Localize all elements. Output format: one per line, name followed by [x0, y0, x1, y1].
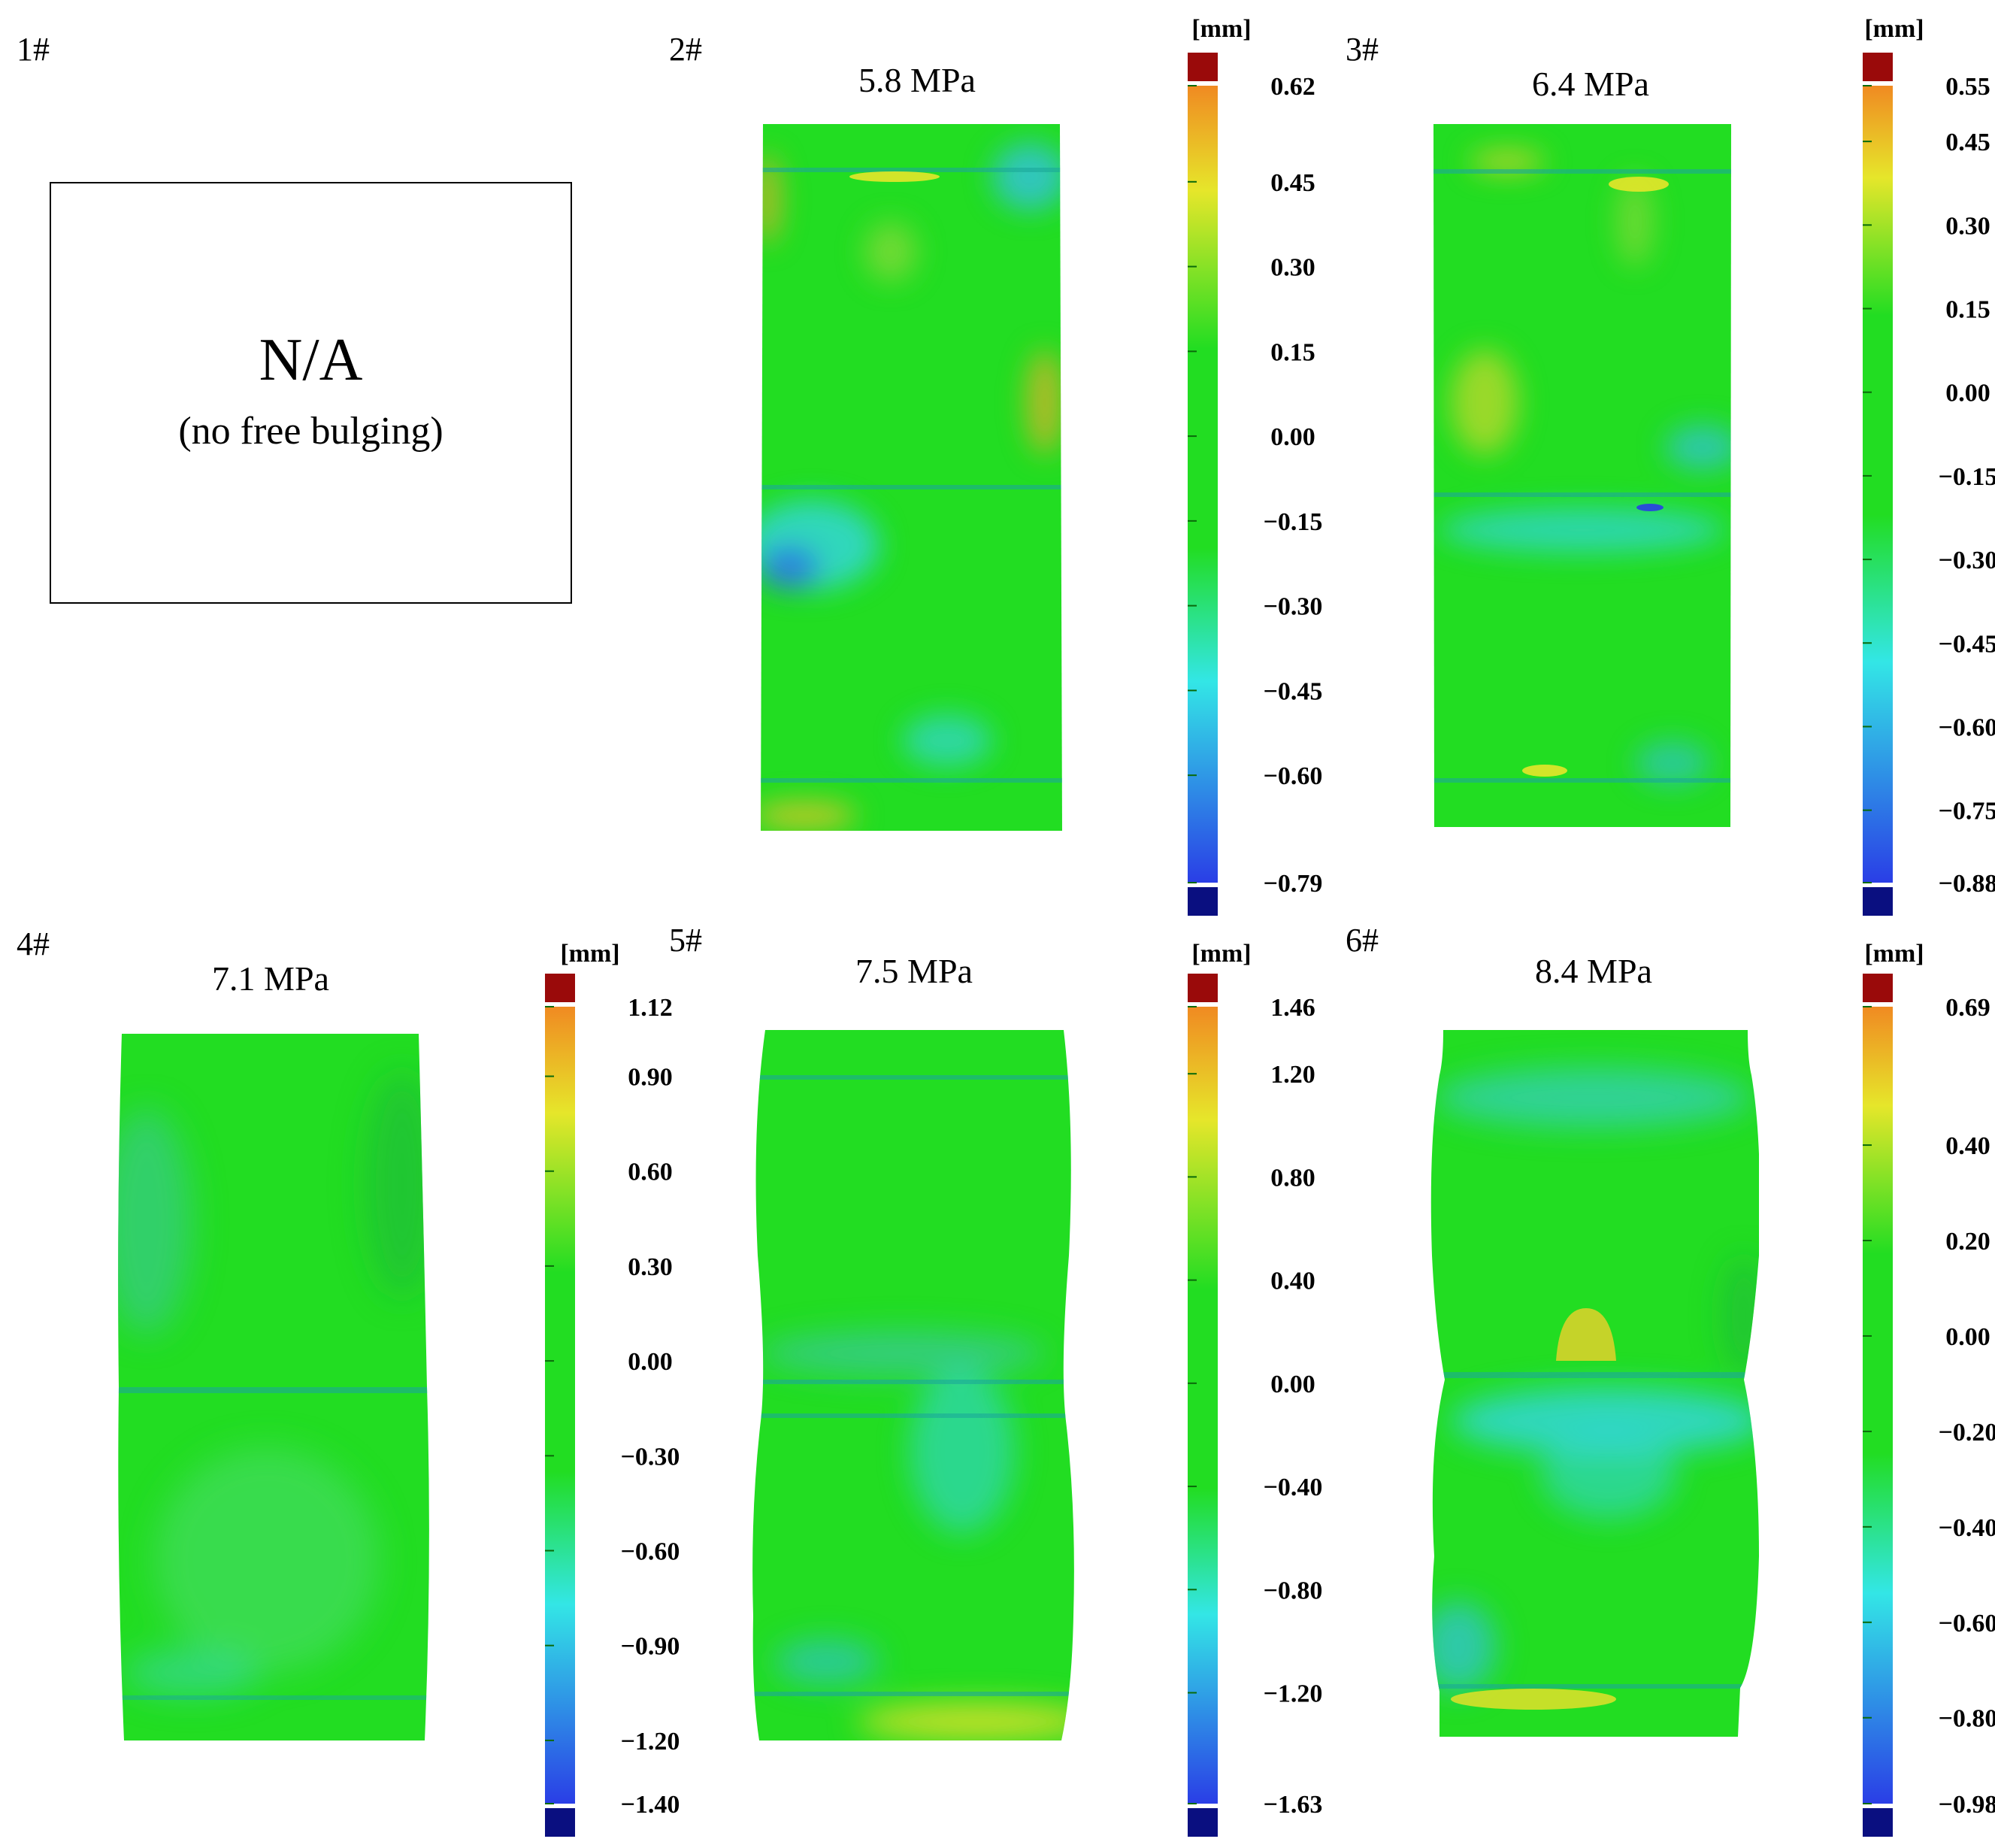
colorbar-tick-label: 0.45 [1945, 129, 1990, 156]
colorbar-tick-label: −0.40 [1939, 1514, 1995, 1542]
colorbar-tick-label: −0.45 [1939, 630, 1995, 658]
colorbar: 0.69 0.40 0.20 0.00 −0.20 −0.40 −0.60 −0.80 −0.9… [1863, 974, 1995, 1837]
unit-label: [mm] [1191, 940, 1252, 968]
colorbar-over-cap [545, 974, 575, 1002]
colorbar-tick-label: 0.15 [1945, 296, 1990, 324]
pressure-title: 7.1 MPa [212, 959, 329, 998]
colorbar-tick-label: −0.80 [1264, 1577, 1323, 1604]
panel-label: 2# [669, 31, 702, 68]
colorbar-tick-label: −0.40 [1264, 1474, 1323, 1501]
pressure-title: 8.4 MPa [1535, 952, 1652, 990]
colorbar-over-cap [1188, 53, 1218, 81]
colorbar-tick-label: −0.20 [1939, 1419, 1995, 1447]
colorbar-gradient [545, 1007, 575, 1804]
colorbar-tick-label: 0.55 [1945, 73, 1990, 101]
colorbar-tick-label: −0.60 [1939, 713, 1995, 741]
colorbar-tick-label: 0.40 [1270, 1268, 1315, 1295]
panel-label: 6# [1346, 922, 1379, 959]
colorbar: 1.46 1.20 0.80 0.40 0.00 −0.40 −0.80 −1.20 −1.63 [1188, 974, 1323, 1837]
colorbar-over-cap [1188, 974, 1218, 1002]
colorbar-tick-label: 0.40 [1945, 1132, 1990, 1160]
colorbar-gradient [1188, 1007, 1218, 1804]
colorbar-tick-label: −0.30 [1264, 593, 1323, 621]
colorbar-under-cap [1188, 887, 1218, 916]
colorbar-tick-label: 0.00 [1945, 1323, 1990, 1351]
specimen-contour [118, 1034, 429, 1740]
colorbar-under-cap [1863, 1808, 1893, 1837]
specimen-contour [1430, 1030, 1759, 1737]
colorbar-tick-label: 1.20 [1270, 1061, 1315, 1089]
colorbar-tick-label: 1.12 [628, 994, 673, 1022]
colorbar-tick-label: −0.88 [1939, 870, 1995, 898]
colorbar-tick-label: −0.60 [621, 1537, 680, 1565]
specimen-contour [761, 124, 1062, 831]
colorbar-tick-label: −0.30 [1939, 547, 1995, 574]
colorbar-tick-label: −0.75 [1939, 798, 1995, 826]
pressure-title: 6.4 MPa [1532, 65, 1649, 103]
colorbar-over-cap [1863, 974, 1893, 1002]
colorbar-gradient [1863, 86, 1893, 883]
pressure-title: 5.8 MPa [858, 61, 976, 99]
colorbar-tick-label: 0.00 [1945, 380, 1990, 407]
colorbar-tick-label: 0.80 [1270, 1164, 1315, 1192]
colorbar-tick-label: −1.40 [621, 1791, 680, 1819]
colorbar-tick-label: −1.20 [1264, 1680, 1323, 1707]
colorbar-tick-label: 0.30 [628, 1253, 673, 1281]
panel-label: 1# [17, 31, 50, 68]
colorbar-tick-label: −0.15 [1939, 463, 1995, 491]
colorbar-tick-label: 0.00 [628, 1348, 673, 1376]
colorbar-tick-label: 0.45 [1270, 169, 1315, 197]
colorbar-tick-label: −0.45 [1264, 677, 1323, 705]
panel-label: 4# [17, 926, 50, 962]
colorbar-tick-label: −0.60 [1264, 762, 1323, 790]
colorbar-tick-label: −1.20 [621, 1728, 680, 1756]
colorbar-tick-label: 0.62 [1270, 73, 1315, 101]
colorbar-tick-label: −0.60 [1939, 1610, 1995, 1637]
colorbar-tick-label: 0.30 [1270, 254, 1315, 282]
colorbar-tick-label: 0.00 [1270, 1371, 1315, 1398]
colorbar-tick-label: 0.00 [1270, 423, 1315, 451]
colorbar: 0.62 0.45 0.30 0.15 0.00 −0.15 −0.30 −0.45 −0.60… [1188, 53, 1323, 916]
colorbar-tick-label: 0.60 [628, 1159, 673, 1186]
unit-label: [mm] [1864, 940, 1924, 968]
colorbar-tick-label: −0.15 [1264, 508, 1323, 536]
unit-label: [mm] [1864, 15, 1924, 43]
colorbar-under-cap [545, 1808, 575, 1837]
colorbar-tick-label: −0.79 [1264, 870, 1323, 898]
specimen-contour [1433, 124, 1731, 827]
colorbar-tick-label: −0.30 [621, 1443, 680, 1471]
unit-label: [mm] [1191, 15, 1252, 43]
pressure-title: 7.5 MPa [855, 952, 973, 990]
specimen-contour [752, 1030, 1074, 1740]
na-label: N/A [259, 327, 363, 393]
colorbar: 0.55 0.45 0.30 0.15 0.00 −0.15 −0.30 −0.45 −0.60… [1863, 53, 1995, 916]
colorbar-tick-label: 0.20 [1945, 1228, 1990, 1256]
na-placeholder-box: N/A (no free bulging) [50, 182, 572, 604]
colorbar-tick-label: 0.30 [1945, 212, 1990, 240]
colorbar-gradient [1863, 1007, 1893, 1804]
colorbar: 1.12 0.90 0.60 0.30 0.00 −0.30 −0.60 −0.90 −1.20… [545, 974, 680, 1837]
colorbar-over-cap [1863, 53, 1893, 81]
colorbar-tick-label: 0.90 [628, 1064, 673, 1092]
colorbar-gradient [1188, 86, 1218, 883]
colorbar-tick-label: 0.15 [1270, 338, 1315, 366]
colorbar-under-cap [1188, 1808, 1218, 1837]
na-note: (no free bulging) [178, 410, 444, 453]
panel-label: 3# [1346, 31, 1379, 68]
colorbar-tick-label: −0.90 [621, 1633, 680, 1661]
panel-label: 5# [669, 922, 702, 959]
colorbar-under-cap [1863, 887, 1893, 916]
colorbar-tick-label: 0.69 [1945, 994, 1990, 1022]
colorbar-tick-label: 1.46 [1270, 994, 1315, 1022]
colorbar-tick-label: −0.80 [1939, 1705, 1995, 1733]
colorbar-tick-label: −1.63 [1264, 1791, 1323, 1819]
colorbar-tick-label: −0.98 [1939, 1791, 1995, 1819]
unit-label: [mm] [560, 940, 620, 968]
